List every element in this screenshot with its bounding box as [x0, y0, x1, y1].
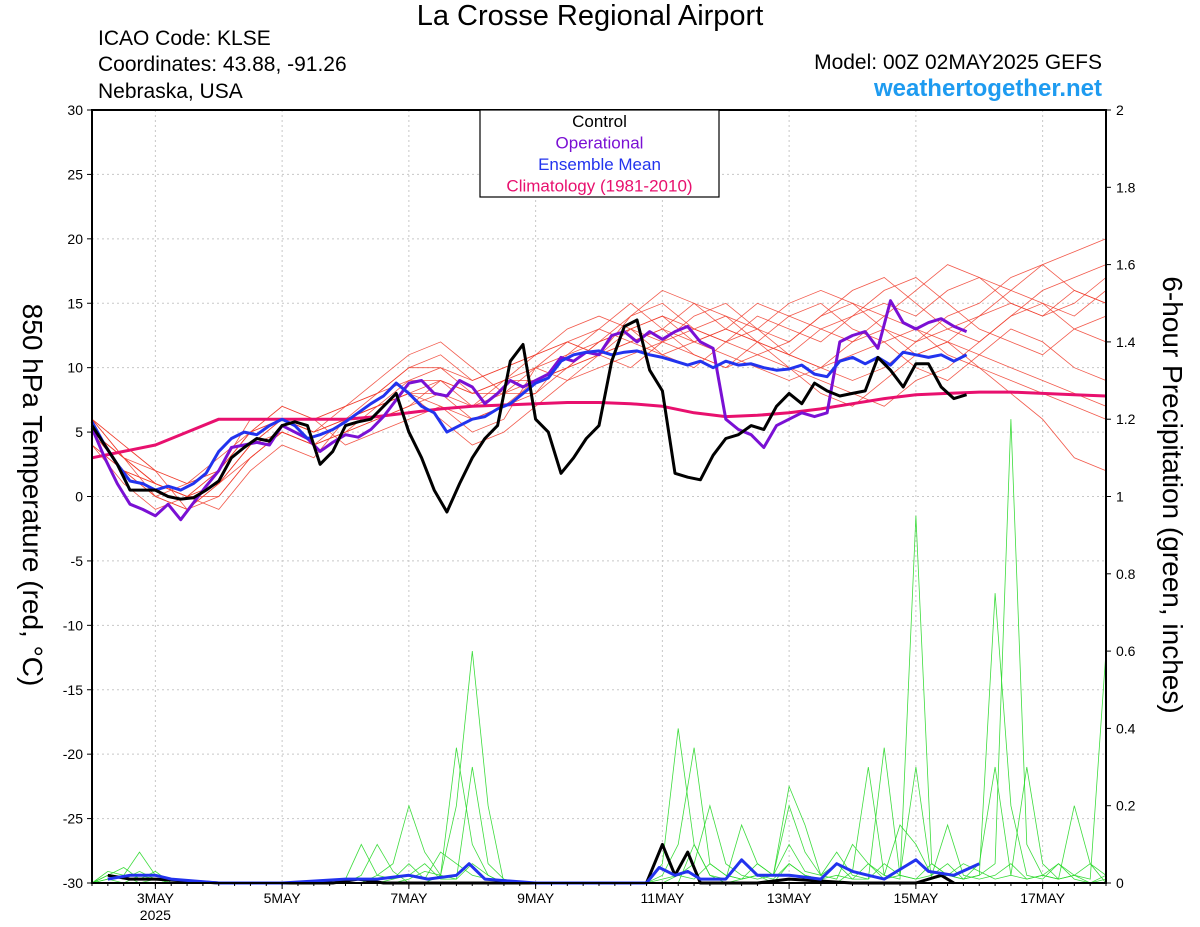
- coordinates: Coordinates: 43.88, -91.26: [98, 53, 347, 76]
- tick-label-left: 20: [67, 231, 83, 247]
- tick-label-right: 0.8: [1116, 566, 1136, 582]
- temp-member-line: [91, 264, 1107, 497]
- tick-label-left: 5: [75, 424, 83, 440]
- tick-label-right: 1: [1116, 489, 1124, 505]
- legend-entry: Operational: [556, 134, 644, 153]
- tick-label-x: 3MAY: [137, 890, 175, 906]
- tick-label-left: -10: [63, 617, 83, 633]
- temp-member-line: [91, 277, 1107, 497]
- precipitation-ensemble-members: [91, 419, 1107, 884]
- legend-box: [479, 109, 720, 198]
- ensemble-mean-precipitation-line: [107, 858, 980, 885]
- temp-member-line: [91, 264, 1107, 497]
- tick-label-right: 0.4: [1116, 720, 1136, 736]
- tick-label-right: 0.6: [1116, 643, 1136, 659]
- model-run: Model: 00Z 02MAY2025 GEFS: [814, 51, 1102, 74]
- icao-code: ICAO Code: KLSE: [98, 27, 271, 50]
- precip-member-line: [91, 805, 1107, 884]
- legend-entry: Ensemble Mean: [538, 155, 661, 174]
- tick-label-x: 15MAY: [893, 890, 939, 906]
- tick-label-x: 13MAY: [767, 890, 813, 906]
- tick-label-left: -5: [71, 553, 84, 569]
- tick-label-left: 30: [67, 102, 83, 118]
- tick-label-right: 0.2: [1116, 798, 1136, 814]
- temp-member-line: [91, 302, 1107, 510]
- region: Nebraska, USA: [98, 80, 243, 103]
- tick-label-right: 2: [1116, 102, 1124, 118]
- tick-label-x: 9MAY: [517, 890, 555, 906]
- tick-label-left: -25: [63, 811, 83, 827]
- tick-label-x: 5MAY: [264, 890, 302, 906]
- operational-line: [90, 299, 968, 522]
- climatology-1981-2010-line: [91, 390, 1107, 460]
- temp-member-line: [91, 289, 1107, 485]
- precip-member-line: [91, 766, 1107, 884]
- tick-label-right: 1.8: [1116, 179, 1136, 195]
- tick-label-x: 7MAY: [390, 890, 428, 906]
- tick-label-left: -15: [63, 682, 83, 698]
- main-series: [90, 299, 1107, 885]
- legend-entry: Climatology (1981-2010): [506, 177, 692, 196]
- tick-label-right: 0: [1116, 875, 1124, 891]
- control-precipitation-line: [107, 842, 955, 885]
- precip-member-line: [91, 419, 1107, 884]
- tick-label-left: 10: [67, 360, 83, 376]
- temperature-ensemble-members: [91, 238, 1107, 510]
- precip-member-line: [91, 515, 1107, 884]
- tick-label-left: -30: [63, 875, 83, 891]
- legend-entry: Control: [572, 112, 627, 131]
- axes: 302520151050-5-10-15-20-25-3021.81.61.41…: [63, 102, 1136, 923]
- tick-label-right: 1.2: [1116, 411, 1136, 427]
- grid-lines: [92, 110, 1106, 883]
- tick-sublabel-x: 2025: [140, 907, 171, 923]
- temp-member-line: [91, 264, 1107, 485]
- tick-label-left: 0: [75, 489, 83, 505]
- tick-label-left: 15: [67, 295, 83, 311]
- tick-label-x: 17MAY: [1020, 890, 1066, 906]
- site-link[interactable]: weathertogether.net: [873, 75, 1102, 102]
- precip-member-line: [91, 593, 1107, 884]
- chart-title: La Crosse Regional Airport: [416, 0, 764, 32]
- tick-label-right: 1.4: [1116, 334, 1136, 350]
- tick-label-x: 11MAY: [640, 890, 684, 906]
- control-line: [90, 318, 968, 514]
- tick-label-right: 1.6: [1116, 257, 1136, 273]
- tick-label-left: -20: [63, 746, 83, 762]
- legend: Control Operational Ensemble Mean Climatolo…: [479, 109, 720, 198]
- tick-label-left: 25: [67, 166, 83, 182]
